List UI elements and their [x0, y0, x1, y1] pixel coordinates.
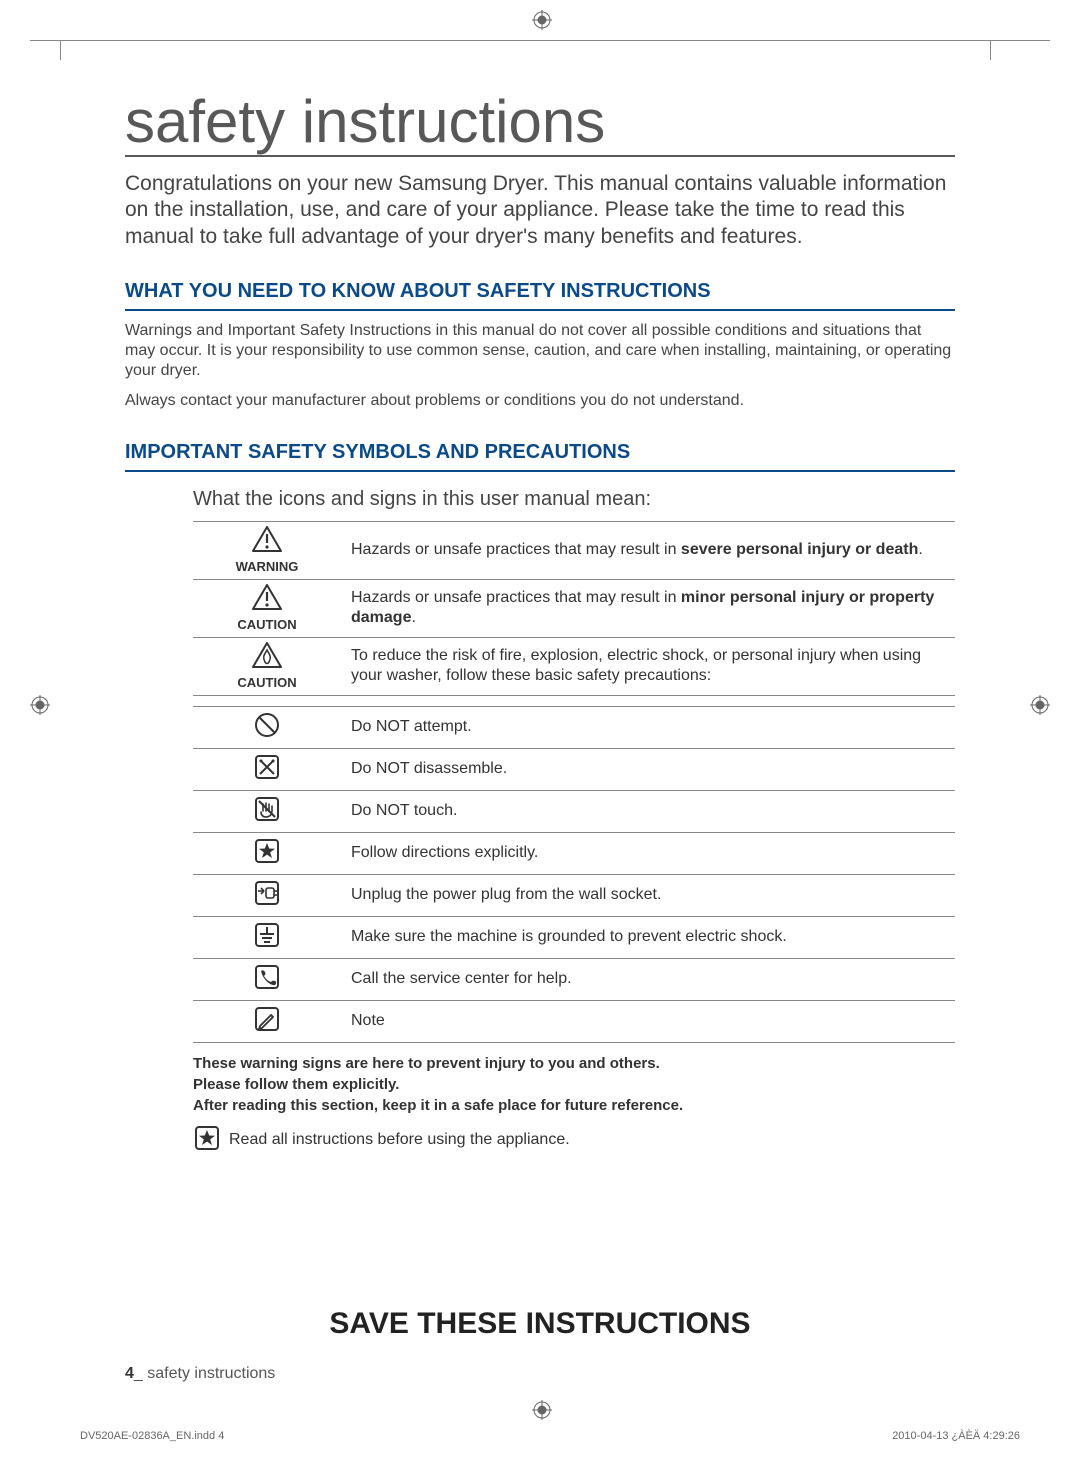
follow-directions-icon [253, 837, 281, 870]
section1-para1: Warnings and Important Safety Instructio… [125, 321, 955, 381]
registration-mark-icon [30, 695, 50, 720]
table-row: Do NOT touch. [193, 791, 955, 833]
print-footer: DV520AE-02836A_EN.indd 4 2010-04-13 ¿ÀÈÄ… [80, 1430, 1020, 1442]
save-instructions-heading: SAVE THESE INSTRUCTIONS [125, 1307, 955, 1341]
crop-mark-tick [60, 40, 61, 60]
read-all-row: Read all instructions before using the a… [193, 1124, 955, 1157]
crop-mark-line [30, 40, 1050, 41]
symbols-table-2: Do NOT attempt. Do NOT disassemble. Do N… [193, 706, 955, 1043]
section-heading-1: WHAT YOU NEED TO KNOW ABOUT SAFETY INSTR… [125, 280, 955, 311]
symbol-cell: CAUTION [193, 580, 341, 636]
table-row: WARNING Hazards or unsafe practices that… [193, 522, 955, 580]
table-row: Follow directions explicitly. [193, 833, 955, 875]
unplug-icon [253, 879, 281, 912]
table-gap [125, 696, 955, 706]
do-not-attempt-icon [253, 711, 281, 744]
footnote-line: Please follow them explicitly. [193, 1076, 399, 1093]
caution-triangle-icon [252, 584, 282, 615]
table-row: Call the service center for help. [193, 959, 955, 1001]
symbol-cell [193, 833, 341, 874]
section2-subhead: What the icons and signs in this user ma… [193, 488, 955, 511]
caution2-description: To reduce the risk of fire, explosion, e… [341, 640, 955, 692]
registration-mark-icon [532, 10, 552, 35]
crop-mark-tick [990, 40, 991, 60]
symbols-table: WARNING Hazards or unsafe practices that… [193, 521, 955, 696]
footnote-line: After reading this section, keep it in a… [193, 1097, 683, 1114]
symbol-cell: CAUTION [193, 638, 341, 694]
row-text: Make sure the machine is grounded to pre… [341, 921, 955, 953]
row-text: Follow directions explicitly. [341, 837, 955, 869]
note-icon [253, 1005, 281, 1038]
symbol-cell [193, 917, 341, 958]
symbol-cell [193, 959, 341, 1000]
read-all-text: Read all instructions before using the a… [229, 1131, 570, 1149]
follow-directions-icon [193, 1124, 221, 1157]
print-footer-left: DV520AE-02836A_EN.indd 4 [80, 1430, 224, 1442]
page-footer: 4_ safety instructions [125, 1365, 955, 1383]
warning-description: Hazards or unsafe practices that may res… [341, 534, 955, 566]
caution-description: Hazards or unsafe practices that may res… [341, 582, 955, 634]
table-row: Note [193, 1001, 955, 1043]
text-fragment: . [411, 609, 415, 626]
service-call-icon [253, 963, 281, 996]
row-text: Call the service center for help. [341, 963, 955, 995]
symbol-cell: WARNING [193, 522, 341, 578]
page-number: 4 [125, 1365, 134, 1382]
page-title: safety instructions [125, 90, 955, 157]
page-content: safety instructions Congratulations on y… [125, 90, 955, 1383]
table-row: Make sure the machine is grounded to pre… [193, 917, 955, 959]
do-not-touch-icon [253, 795, 281, 828]
table-row: Do NOT attempt. [193, 707, 955, 749]
intro-paragraph: Congratulations on your new Samsung Drye… [125, 171, 955, 250]
symbol-cell [193, 707, 341, 748]
warning-triangle-icon [252, 526, 282, 557]
table-row: CAUTION Hazards or unsafe practices that… [193, 580, 955, 638]
row-text: Do NOT attempt. [341, 711, 955, 743]
table-row: CAUTION To reduce the risk of fire, expl… [193, 638, 955, 696]
row-text: Do NOT touch. [341, 795, 955, 827]
do-not-disassemble-icon [253, 753, 281, 786]
row-text: Do NOT disassemble. [341, 753, 955, 785]
section1-para2: Always contact your manufacturer about p… [125, 391, 955, 411]
table-row: Do NOT disassemble. [193, 749, 955, 791]
warning-label: WARNING [236, 559, 299, 574]
ground-icon [253, 921, 281, 954]
caution-label: CAUTION [237, 617, 296, 632]
text-bold: severe personal injury or death [681, 541, 918, 558]
caution-label: CAUTION [237, 675, 296, 690]
symbol-cell [193, 749, 341, 790]
table-row: Unplug the power plug from the wall sock… [193, 875, 955, 917]
page-footer-label: _ safety instructions [134, 1365, 275, 1382]
registration-mark-icon [532, 1400, 552, 1425]
caution-fire-triangle-icon [252, 642, 282, 673]
print-footer-right: 2010-04-13 ¿ÀÈÄ 4:29:26 [892, 1430, 1020, 1442]
footnote: These warning signs are here to prevent … [193, 1053, 955, 1116]
text-fragment: . [918, 541, 922, 558]
text-fragment: Hazards or unsafe practices that may res… [351, 541, 681, 558]
symbol-cell [193, 875, 341, 916]
footnote-line: These warning signs are here to prevent … [193, 1055, 660, 1072]
row-text: Note [341, 1005, 955, 1037]
section-heading-2: IMPORTANT SAFETY SYMBOLS AND PRECAUTIONS [125, 441, 955, 472]
row-text: Unplug the power plug from the wall sock… [341, 879, 955, 911]
symbol-cell [193, 1001, 341, 1042]
registration-mark-icon [1030, 695, 1050, 720]
text-fragment: Hazards or unsafe practices that may res… [351, 589, 681, 606]
symbol-cell [193, 791, 341, 832]
